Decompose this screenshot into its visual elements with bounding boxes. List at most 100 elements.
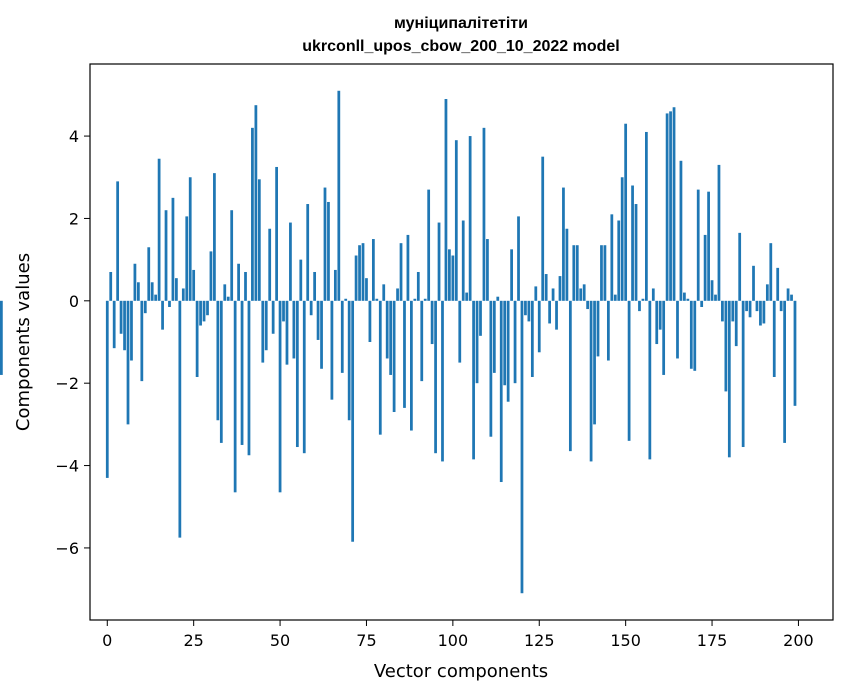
bar-187 <box>752 265 755 301</box>
bar-39 <box>240 300 244 445</box>
bar-89 <box>413 298 417 301</box>
bar-145 <box>606 300 610 361</box>
bar-45 <box>261 300 265 363</box>
bar-64 <box>327 201 330 301</box>
bar-82 <box>389 300 393 375</box>
bar-188 <box>755 300 759 312</box>
bar-96 <box>437 222 441 301</box>
bar-126 <box>541 156 545 301</box>
bar-191 <box>765 284 769 301</box>
bar-113 <box>496 296 500 301</box>
bar-107 <box>475 300 479 384</box>
x-tick-label-0: 0 <box>102 631 112 650</box>
bar-108 <box>479 300 482 336</box>
bar-110 <box>486 239 489 301</box>
bar-181 <box>731 300 735 322</box>
bar-66 <box>333 269 337 301</box>
bar-119 <box>517 216 520 301</box>
bar-60 <box>313 271 317 301</box>
x-axis-ticks: 0 25 50 75 100 125 150 175 200 <box>102 620 814 650</box>
x-tick-label-100: 100 <box>438 631 469 650</box>
bar-169 <box>689 300 693 369</box>
bar-1 <box>109 271 113 301</box>
bar-123 <box>530 300 534 377</box>
bars-layer <box>0 90 797 594</box>
bar-129 <box>551 288 555 301</box>
bar-112 <box>492 300 496 373</box>
bar-53 <box>289 222 292 301</box>
bar-12 <box>147 247 151 301</box>
bar-115 <box>503 300 507 386</box>
bar-0 <box>105 300 109 478</box>
bar-176 <box>714 294 717 301</box>
bar-84 <box>396 288 399 301</box>
bar-174 <box>707 191 710 301</box>
bar-151 <box>627 300 631 441</box>
bar-94 <box>430 300 434 345</box>
bar-166 <box>679 160 683 301</box>
bar-17 <box>164 210 168 301</box>
bar-135 <box>572 245 576 301</box>
bar-50 <box>278 300 282 493</box>
bar-178 <box>721 300 724 322</box>
y-tick-label--2: −2 <box>55 374 79 393</box>
bar-93 <box>427 189 431 301</box>
bar-26 <box>195 300 199 377</box>
bar-132 <box>562 187 565 301</box>
bar-175 <box>710 280 714 301</box>
bar-72 <box>354 255 358 301</box>
bar-130 <box>555 300 558 330</box>
bar-116 <box>506 300 510 402</box>
bar-87 <box>406 234 410 301</box>
bar-98 <box>444 99 448 301</box>
y-tick-label--6: −6 <box>55 539 79 558</box>
bar-120 <box>520 300 524 594</box>
bar-70 <box>347 300 351 421</box>
y-tick-label-0: 0 <box>69 292 79 311</box>
bar-162 <box>665 113 669 301</box>
bar-105 <box>468 136 472 301</box>
bar-133 <box>565 228 569 301</box>
y-tick-label-4: 4 <box>69 127 79 146</box>
bar-134 <box>568 300 572 452</box>
plot-frame <box>89 63 834 621</box>
bar-122 <box>527 300 531 322</box>
bar-68 <box>340 300 344 373</box>
bar-164 <box>672 107 676 301</box>
bar-36 <box>230 210 234 301</box>
bar-14 <box>154 294 158 301</box>
bar-92 <box>423 298 427 301</box>
x-tick-label-125: 125 <box>524 631 555 650</box>
bar-165 <box>676 300 679 359</box>
bar-146 <box>610 214 614 301</box>
bar-38 <box>237 263 240 301</box>
bar-182 <box>734 300 738 347</box>
y-axis-label: Components values <box>13 253 34 431</box>
x-tick-label-175: 175 <box>697 631 728 650</box>
bar-7 <box>130 300 133 361</box>
bar-49 <box>275 166 278 301</box>
bar-161 <box>662 300 666 375</box>
bar-168 <box>686 298 690 301</box>
bar-76 <box>368 300 372 342</box>
bar-52 <box>285 300 289 365</box>
bar-21 <box>178 300 182 538</box>
bar-80 <box>382 284 386 301</box>
bar-140 <box>589 300 593 462</box>
bar-63 <box>323 187 327 301</box>
bar-88 <box>410 300 413 431</box>
bar-75 <box>365 278 368 301</box>
bar-160 <box>658 300 662 330</box>
bar-48 <box>271 300 275 334</box>
bar-177 <box>717 164 721 301</box>
bar-58 <box>306 204 310 301</box>
bar-28 <box>202 300 206 322</box>
bar-157 <box>648 300 652 460</box>
x-axis-label: Vector components <box>374 661 548 682</box>
bar-40 <box>244 271 247 301</box>
bar-192 <box>769 243 773 301</box>
bar-159 <box>655 300 659 345</box>
bar-43 <box>254 105 258 301</box>
bar-32 <box>216 300 220 421</box>
